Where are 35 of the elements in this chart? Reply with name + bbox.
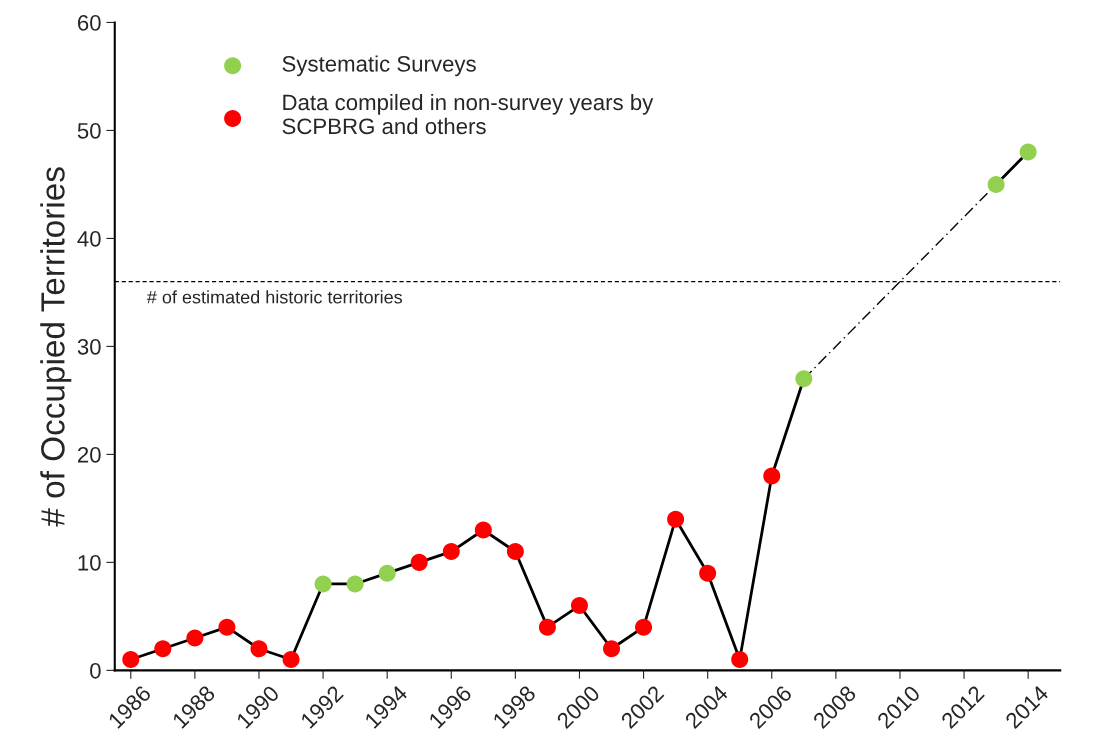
point	[570, 597, 588, 615]
point	[667, 510, 685, 528]
point	[122, 651, 140, 669]
legend-label: Systematic Surveys	[282, 55, 476, 77]
point	[282, 651, 300, 669]
y-axis-title: # of Occupied Territories	[40, 167, 72, 527]
y-tick-label: 10	[78, 554, 101, 571]
point	[731, 651, 749, 669]
point	[506, 543, 524, 561]
point	[378, 564, 396, 582]
y-tick-label: 40	[77, 230, 101, 247]
point	[474, 521, 492, 539]
point	[186, 629, 204, 647]
point	[154, 640, 172, 658]
y-tick-label: 20	[77, 446, 101, 463]
legend-label: Data compiled in non-survey years by SCPBRG and others	[282, 93, 654, 135]
point	[1019, 143, 1037, 161]
point	[442, 543, 460, 561]
point	[410, 553, 428, 571]
ref-line-label: # of estimated historic territories	[146, 290, 403, 304]
point	[314, 575, 332, 593]
y-tick-label: 60	[77, 15, 101, 31]
point	[635, 618, 653, 636]
point	[346, 575, 364, 593]
point	[538, 618, 556, 636]
y-tick-label: 0	[90, 662, 101, 679]
point	[795, 370, 813, 388]
point	[250, 640, 268, 658]
point	[763, 467, 781, 485]
point	[218, 618, 236, 636]
point	[987, 175, 1005, 193]
point	[603, 640, 621, 658]
point	[699, 564, 717, 582]
y-tick-label: 50	[77, 122, 101, 139]
y-tick-label: 30	[77, 338, 101, 355]
